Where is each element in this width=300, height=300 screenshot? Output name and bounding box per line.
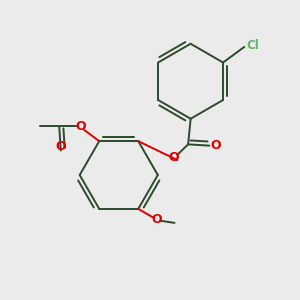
Text: O: O	[75, 120, 86, 133]
Text: O: O	[210, 139, 221, 152]
Text: O: O	[56, 140, 66, 153]
Text: Cl: Cl	[246, 39, 259, 52]
Text: O: O	[169, 151, 179, 164]
Text: O: O	[151, 213, 162, 226]
